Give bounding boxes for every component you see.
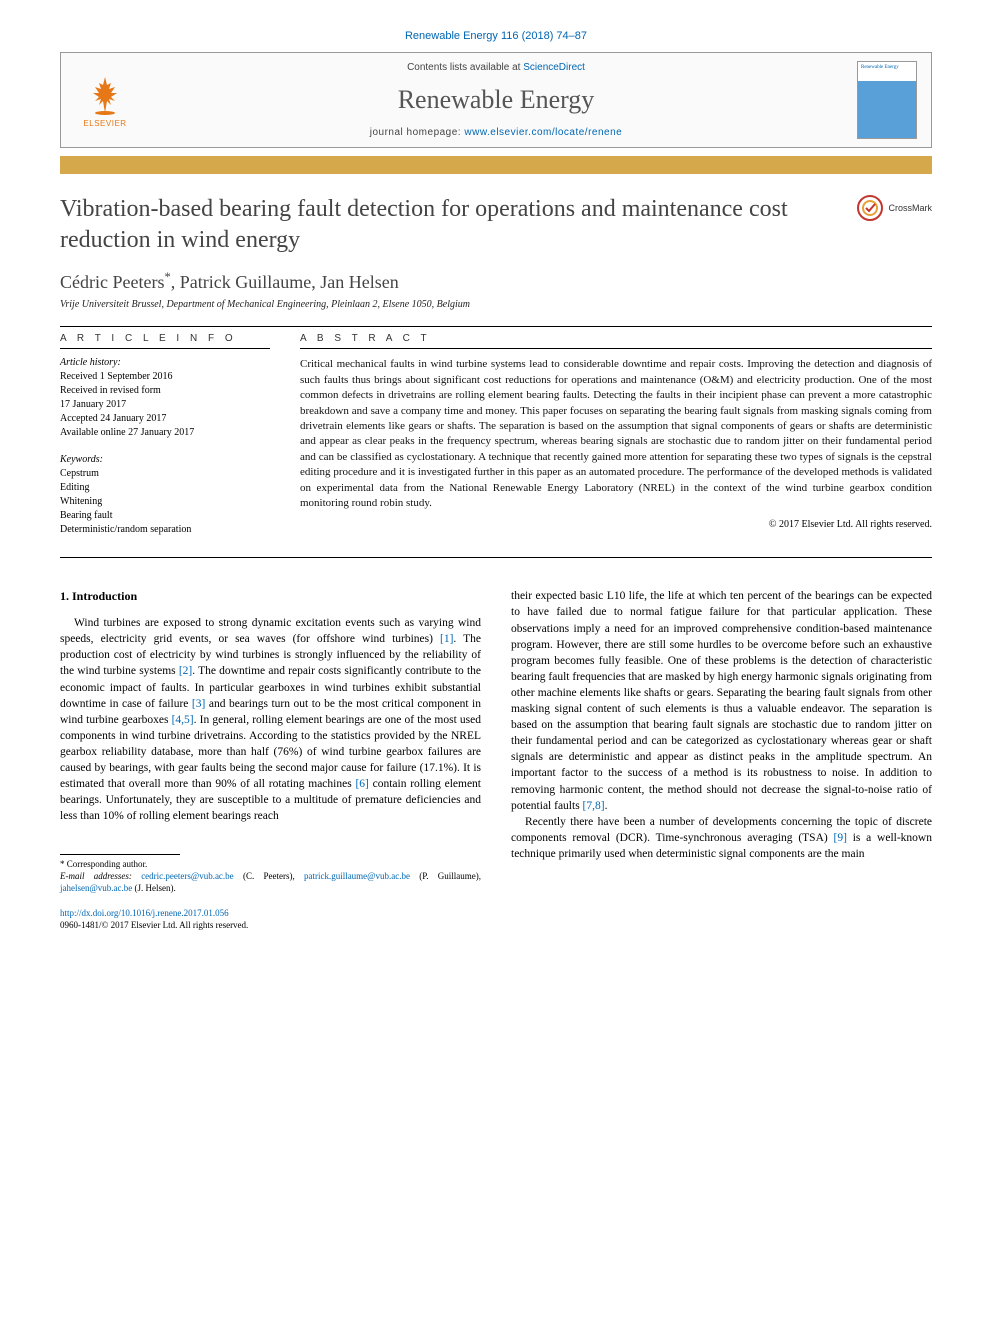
citation-link[interactable]: [7,8] [583,800,605,812]
email-addresses-line: E-mail addresses: cedric.peeters@vub.ac.… [60,871,481,894]
doi-link[interactable]: http://dx.doi.org/10.1016/j.renene.2017.… [60,908,229,918]
body-paragraph: Recently there have been a number of dev… [511,814,932,862]
history-item: Received in revised form [60,384,270,398]
elsevier-tree-icon [83,73,127,117]
keyword-item: Cepstrum [60,467,270,481]
section-heading-intro: 1. Introduction [60,588,481,605]
crossmark-icon [856,194,884,222]
crossmark-badge[interactable]: CrossMark [856,194,932,222]
keyword-item: Whitening [60,495,270,509]
journal-cover-title: Renewable Energy [861,65,899,70]
journal-header-box: ELSEVIER Contents lists available at Sci… [60,52,932,148]
email-who: (P. Guillaume), [410,871,481,881]
author-email-link[interactable]: patrick.guillaume@vub.ac.be [304,871,410,881]
info-rule [60,348,270,349]
contents-available-line: Contents lists available at ScienceDirec… [155,62,837,73]
gold-divider-bar [60,156,932,174]
elsevier-label: ELSEVIER [83,119,126,128]
keywords-label: Keywords: [60,454,270,465]
keyword-item: Bearing fault [60,509,270,523]
email-who: (C. Peeters), [234,871,304,881]
article-info-column: A R T I C L E I N F O Article history: R… [60,333,270,537]
body-text: their expected basic L10 life, the life … [511,590,932,811]
abstract-rule [300,348,932,349]
citation-link[interactable]: [2] [179,665,192,677]
history-label: Article history: [60,357,270,368]
journal-title: Renewable Energy [155,85,837,115]
article-info-heading: A R T I C L E I N F O [60,333,270,344]
citation-link[interactable]: [1] [440,633,453,645]
article-title: Vibration-based bearing fault detection … [60,194,856,256]
author-list: Cédric Peeters*, Patrick Guillaume, Jan … [60,270,932,293]
body-text: Wind turbines are exposed to strong dyna… [60,617,481,645]
abstract-heading: A B S T R A C T [300,333,932,344]
citation-link[interactable]: [9] [834,832,847,844]
author-email-link[interactable]: jahelsen@vub.ac.be [60,883,132,893]
homepage-prefix: journal homepage: [370,127,465,138]
email-who: (J. Helsen). [132,883,176,893]
journal-cover-thumbnail[interactable]: Renewable Energy [857,61,917,139]
mid-divider [60,557,932,558]
homepage-link[interactable]: www.elsevier.com/locate/renene [464,127,622,138]
issn-copyright-line: 0960-1481/© 2017 Elsevier Ltd. All right… [60,920,481,932]
citation-link[interactable]: [3] [192,698,205,710]
affiliation: Vrije Universiteit Brussel, Department o… [60,299,932,310]
footer-rule [60,854,180,855]
body-paragraph: their expected basic L10 life, the life … [511,588,932,813]
sciencedirect-link[interactable]: ScienceDirect [523,62,585,73]
body-text: . [605,800,608,812]
corresponding-author-note: * Corresponding author. [60,859,481,871]
history-item: Received 1 September 2016 [60,370,270,384]
authors-rest: , Patrick Guillaume, Jan Helsen [171,272,399,292]
abstract-copyright: © 2017 Elsevier Ltd. All rights reserved… [300,519,932,530]
footer-block: * Corresponding author. E-mail addresses… [60,854,481,931]
body-column-right: their expected basic L10 life, the life … [511,588,932,931]
body-column-left: 1. Introduction Wind turbines are expose… [60,588,481,931]
history-item: Available online 27 January 2017 [60,426,270,440]
abstract-column: A B S T R A C T Critical mechanical faul… [300,333,932,537]
history-item: 17 January 2017 [60,398,270,412]
body-two-column: 1. Introduction Wind turbines are expose… [60,588,932,931]
body-paragraph: Wind turbines are exposed to strong dyna… [60,615,481,824]
author-primary: Cédric Peeters [60,272,164,292]
abstract-text: Critical mechanical faults in wind turbi… [300,357,932,511]
journal-homepage-line: journal homepage: www.elsevier.com/locat… [155,127,837,138]
journal-reference: Renewable Energy 116 (2018) 74–87 [60,30,932,42]
contents-prefix: Contents lists available at [407,62,523,73]
keyword-item: Editing [60,481,270,495]
email-label: E-mail addresses: [60,871,141,881]
elsevier-logo[interactable]: ELSEVIER [75,65,135,135]
top-divider [60,326,932,327]
citation-link[interactable]: [4,5] [172,714,194,726]
keyword-item: Deterministic/random separation [60,523,270,537]
author-email-link[interactable]: cedric.peeters@vub.ac.be [141,871,234,881]
crossmark-label: CrossMark [888,203,932,213]
citation-link[interactable]: [6] [355,778,368,790]
history-item: Accepted 24 January 2017 [60,412,270,426]
